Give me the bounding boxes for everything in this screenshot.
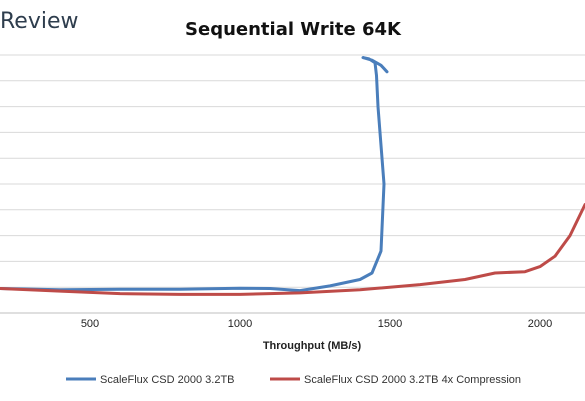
series-line-blue — [0, 56, 389, 293]
x-tick-labels: 500 1000 1500 2000 — [81, 318, 552, 330]
x-axis-title: Throughput (MB/s) — [263, 340, 362, 352]
x-tick-label: 1000 — [228, 318, 252, 330]
series-group — [0, 56, 585, 296]
x-tick-label: 2000 — [528, 318, 552, 330]
brand-text: Review — [0, 9, 79, 34]
gridlines — [0, 54, 585, 288]
x-tick-label: 500 — [81, 318, 99, 330]
x-tick-label: 1500 — [378, 318, 402, 330]
chart-title: Sequential Write 64K — [185, 19, 402, 40]
series-line-red — [0, 203, 585, 296]
legend: ScaleFlux CSD 2000 3.2TB ScaleFlux CSD 2… — [66, 374, 521, 386]
legend-label-blue: ScaleFlux CSD 2000 3.2TB — [100, 374, 235, 386]
legend-label-red: ScaleFlux CSD 2000 3.2TB 4x Compression — [304, 374, 521, 386]
